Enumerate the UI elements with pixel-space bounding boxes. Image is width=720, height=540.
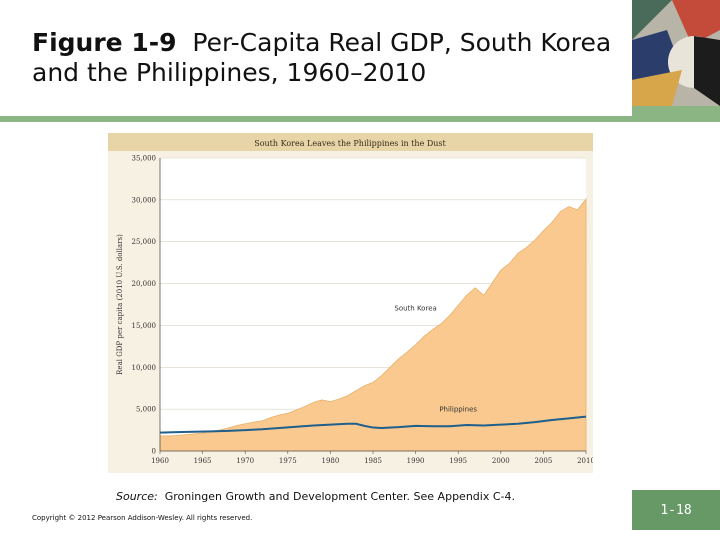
philippines-line: [159, 415, 587, 434]
y-tick-label: 0: [152, 448, 156, 456]
x-tick-label: 1980: [321, 457, 339, 465]
x-tick-label: 2000: [492, 457, 510, 465]
chart-title: South Korea Leaves the Philippines in th…: [254, 139, 446, 148]
accent-bar: [0, 116, 720, 122]
y-tick-label: 25,000: [132, 238, 157, 246]
figure-title: Per-Capita Real GDP, South Korea and the…: [32, 28, 612, 87]
y-tick-label: 15,000: [132, 322, 157, 330]
decorative-logo-art: [632, 0, 720, 106]
x-tick-label: 1990: [407, 457, 425, 465]
y-tick-label: 20,000: [132, 280, 157, 288]
source-note: Source: Groningen Growth and Development…: [116, 490, 515, 503]
x-tick-label: 1960: [151, 457, 169, 465]
source-label: Source:: [116, 490, 158, 503]
series-annotation: Philippines: [439, 406, 477, 414]
axis-layer: 0 5,000 10,000 15,000 20,000 25,000 30,000 35,0…: [132, 155, 595, 466]
y-tick-label: 35,000: [132, 155, 157, 163]
page-number-box: 1-18: [632, 490, 720, 530]
x-tick-label: 1970: [236, 457, 254, 465]
gdp-chart: South Korea Leaves the Philippines in th…: [108, 133, 595, 473]
y-tick-label: 30,000: [132, 196, 157, 204]
y-tick-label: 5,000: [136, 406, 156, 414]
x-tick-label: 1995: [449, 457, 467, 465]
x-tick-label: 1985: [364, 457, 382, 465]
accent-bar-right: [632, 106, 720, 122]
south-korea-area: [159, 197, 587, 452]
y-axis-label: Real GDP per capita (2010 U.S. dollars): [116, 234, 124, 375]
y-tick-label: 10,000: [132, 364, 157, 372]
figure-number: Figure 1-9: [32, 28, 177, 57]
page-number: 1-18: [660, 502, 692, 518]
x-tick-label: 2010: [577, 457, 593, 465]
copyright-notice: Copyright © 2012 Pearson Addison-Wesley.…: [32, 514, 253, 522]
x-tick-label: 2005: [534, 457, 552, 465]
chart-title-bar: [108, 133, 593, 151]
series-annotation: South Korea: [394, 304, 436, 312]
x-tick-label: 1965: [194, 457, 212, 465]
series-layer: South Korea Philippines: [159, 197, 587, 452]
x-tick-label: 1975: [279, 457, 297, 465]
slide-title: Figure 1-9 Per-Capita Real GDP, South Ko…: [32, 28, 622, 88]
source-text: Groningen Growth and Development Center.…: [164, 490, 515, 503]
chart-svg: South Korea Leaves the Philippines in th…: [108, 133, 595, 473]
